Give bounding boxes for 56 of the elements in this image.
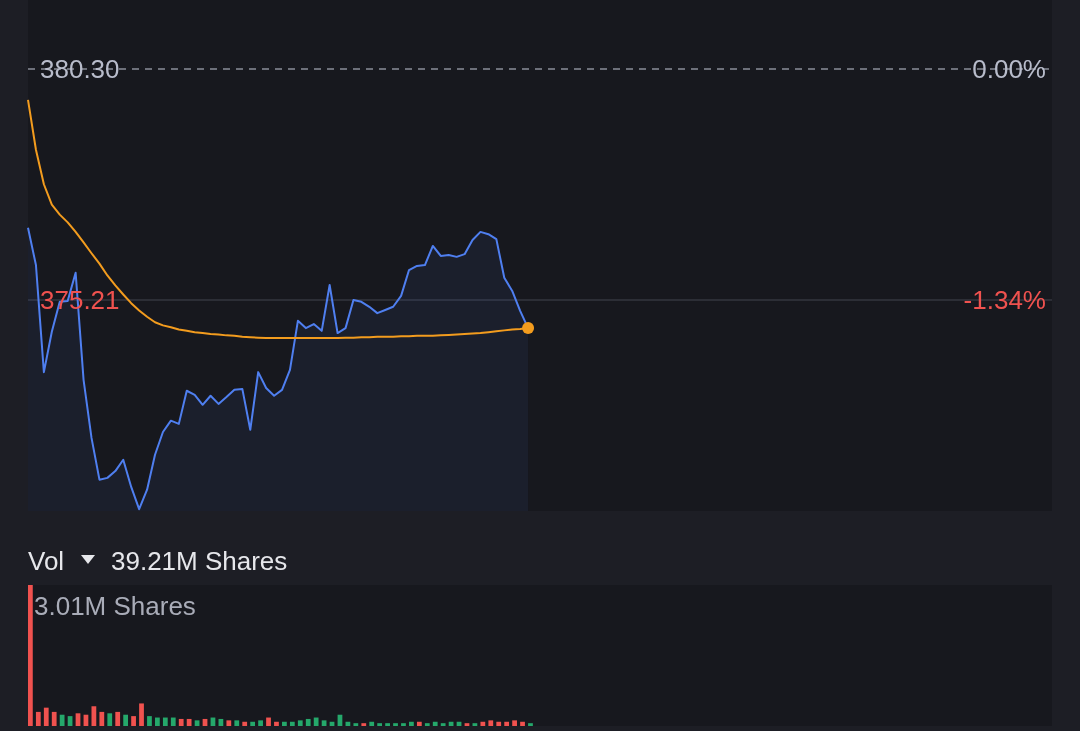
bar [353, 723, 359, 726]
bar [234, 720, 240, 726]
bar [488, 720, 494, 726]
bar [155, 717, 160, 726]
y2-tick-label: 0.00% [972, 54, 1046, 85]
y-tick-label: 380.30 [40, 54, 120, 85]
bar [416, 721, 422, 726]
bar [480, 721, 486, 726]
bar [464, 723, 470, 726]
bar [131, 716, 136, 726]
bar [289, 721, 295, 726]
bar [178, 718, 184, 726]
bar [59, 714, 65, 726]
bar [242, 721, 248, 726]
y2-tick-label: -1.34% [963, 285, 1046, 316]
bar [432, 721, 438, 726]
bar [305, 718, 311, 726]
bar [274, 721, 279, 726]
bar [520, 721, 525, 726]
bar [393, 723, 398, 726]
bar [282, 721, 287, 726]
bar [512, 720, 517, 726]
bar [266, 717, 271, 726]
bar [162, 717, 168, 726]
bar [377, 723, 383, 726]
bar [186, 718, 192, 726]
bar [496, 721, 502, 726]
bar [170, 717, 176, 726]
bar [401, 723, 406, 726]
bar [440, 723, 446, 726]
bar [28, 585, 33, 726]
chart-title: Vol [28, 546, 65, 576]
bar [297, 720, 303, 726]
bar [369, 721, 375, 726]
bar [472, 723, 478, 726]
bar [123, 714, 129, 726]
bar [250, 721, 256, 726]
bar [226, 720, 232, 726]
bar [385, 723, 390, 726]
bar [424, 723, 430, 726]
bar [115, 711, 121, 726]
bar [99, 711, 105, 726]
bar [409, 721, 414, 726]
bar [35, 711, 41, 726]
bar [258, 720, 263, 726]
chart-subtitle: 39.21M Shares [111, 546, 288, 576]
bar [504, 721, 510, 726]
bar [43, 707, 49, 726]
annotation: 3.01M Shares [34, 591, 196, 621]
bar [139, 703, 144, 726]
bar [51, 711, 57, 726]
bar [147, 716, 152, 726]
bar [107, 713, 113, 726]
bar [361, 723, 367, 726]
bar [528, 723, 533, 726]
bar [313, 717, 319, 726]
